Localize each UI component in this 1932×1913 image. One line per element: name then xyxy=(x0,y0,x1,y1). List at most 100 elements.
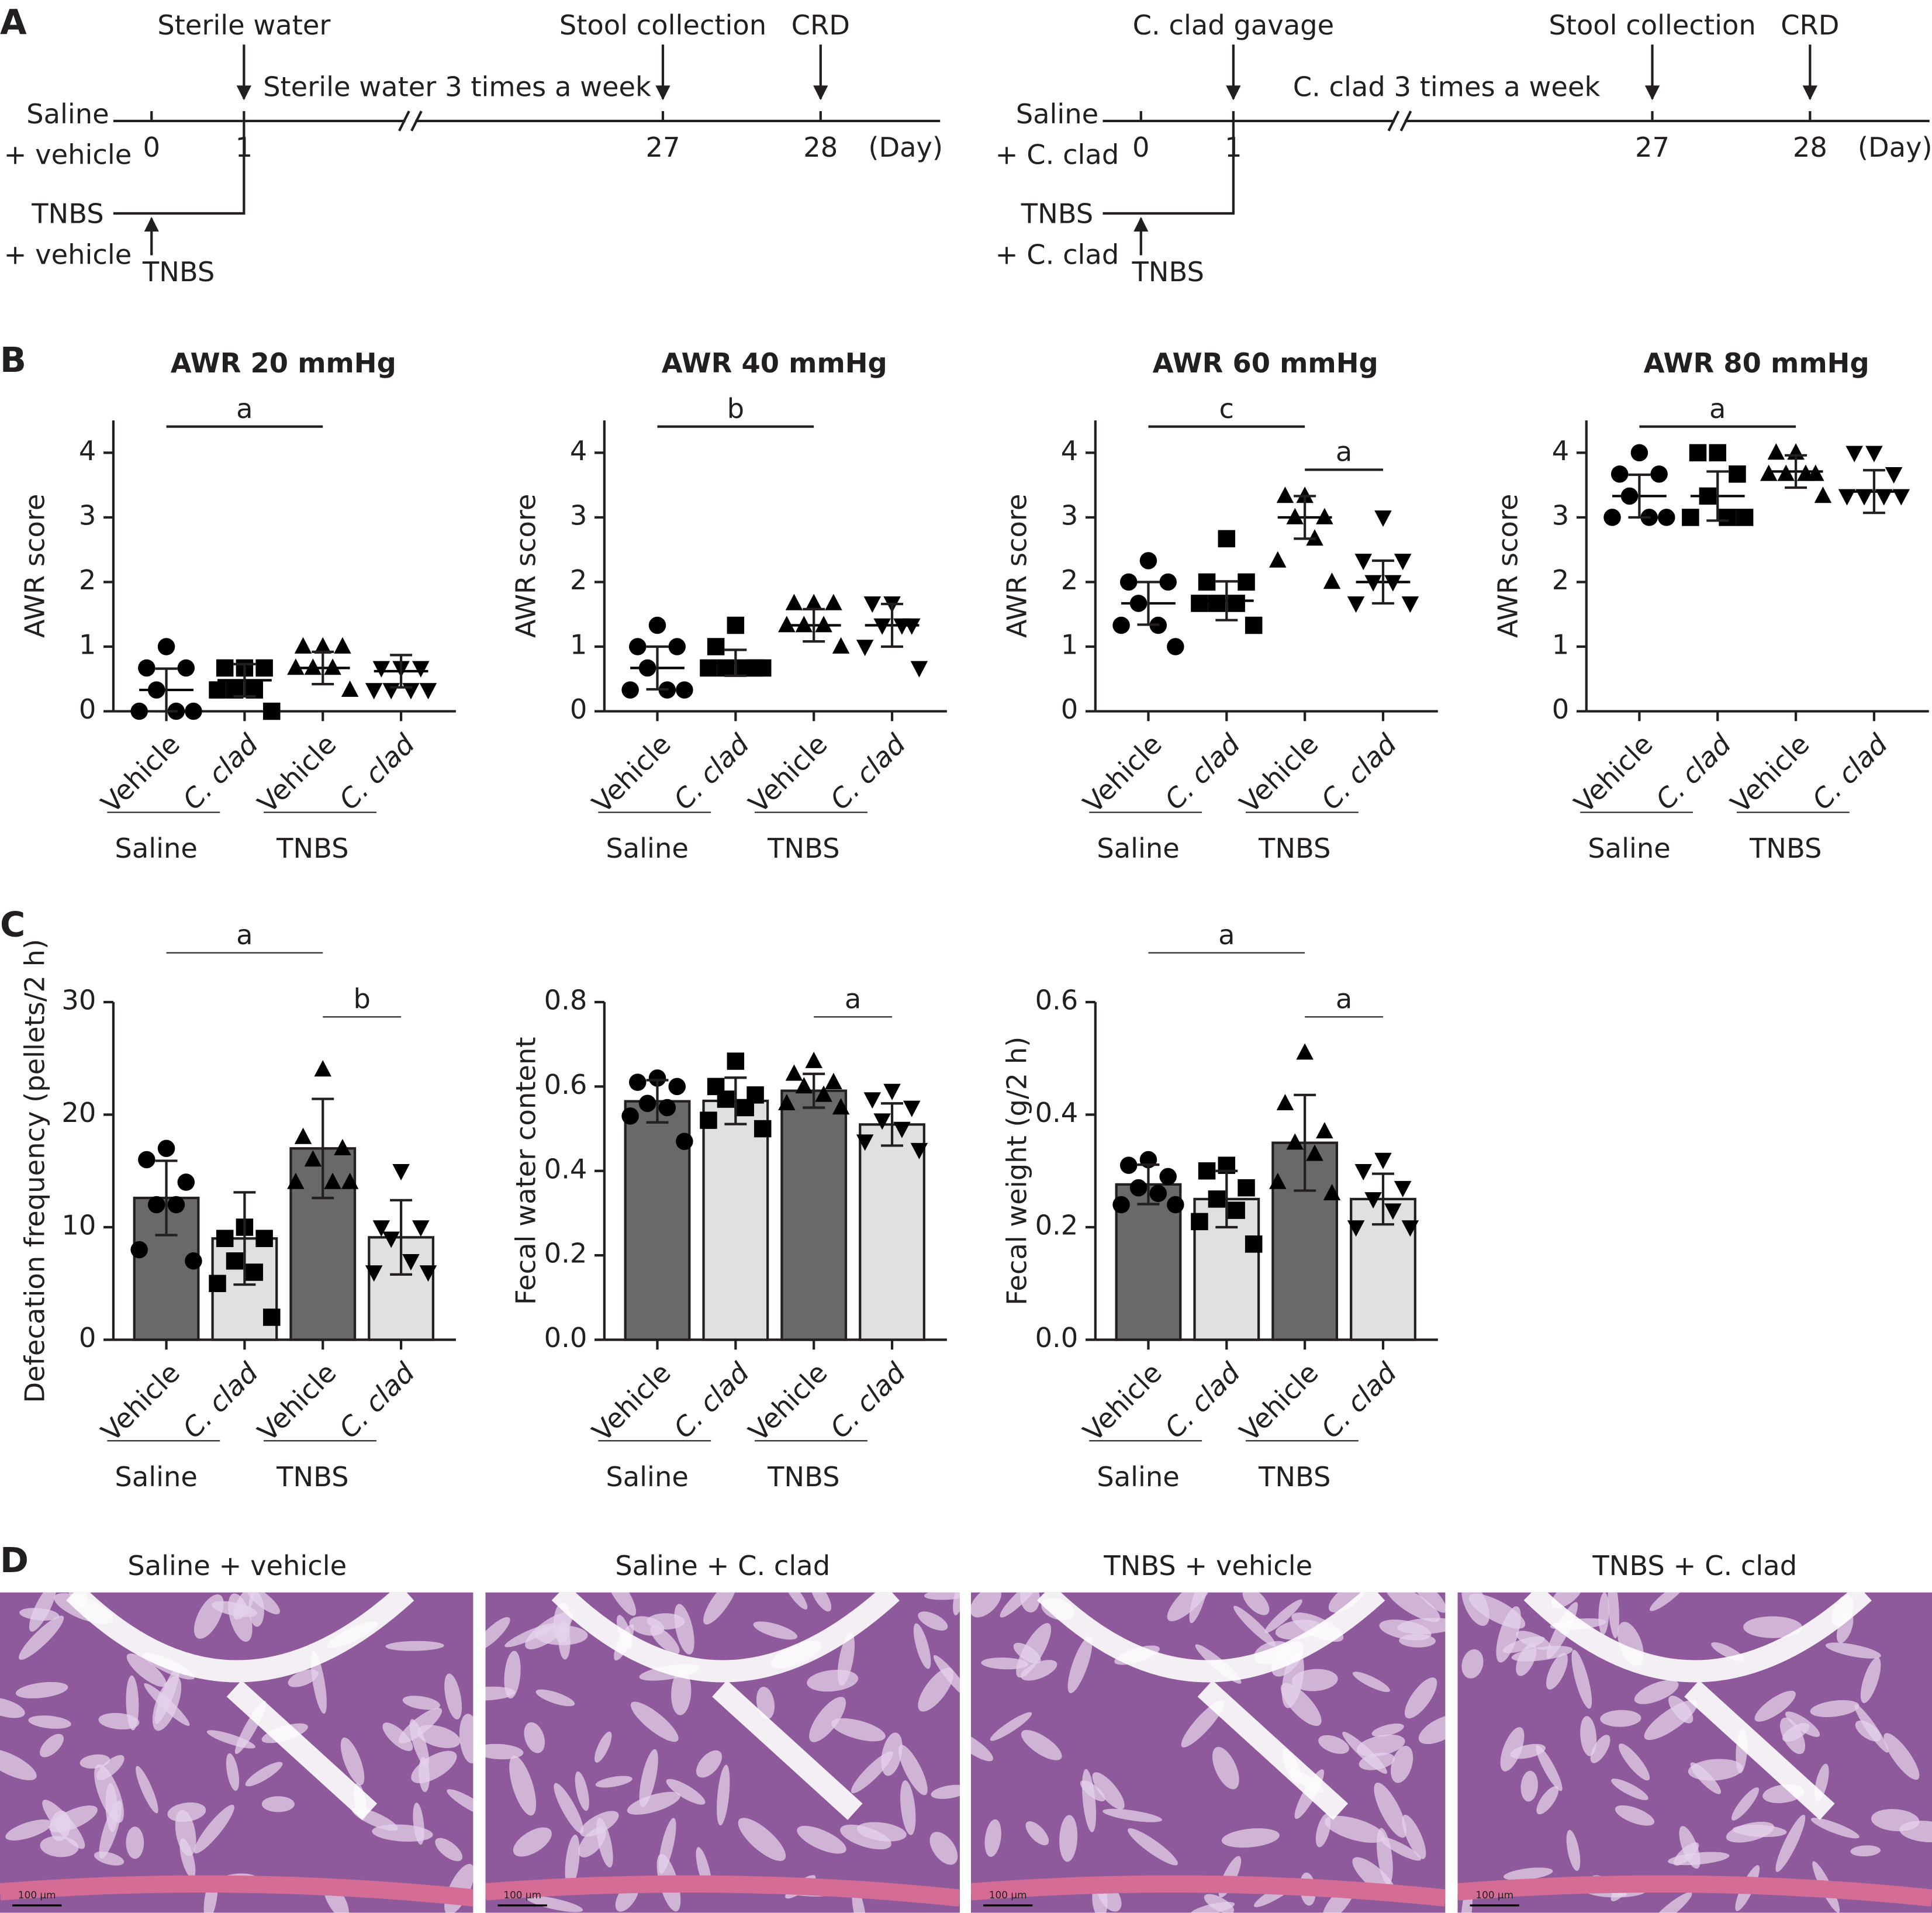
error-bar xyxy=(1215,1169,1238,1229)
lumen xyxy=(1037,1592,1385,1820)
data-point xyxy=(392,1163,410,1180)
group-label: + vehicle xyxy=(4,239,132,270)
data-point xyxy=(1245,616,1263,634)
data-point xyxy=(778,1094,796,1111)
crypt xyxy=(1810,1700,1860,1717)
crypt xyxy=(398,1707,443,1743)
crypt xyxy=(929,1832,958,1865)
data-point xyxy=(341,680,359,697)
data-point xyxy=(216,659,234,677)
crypt xyxy=(931,1784,960,1799)
group-label: Saline xyxy=(115,1461,198,1493)
scale-label: 100 μm xyxy=(503,1889,541,1901)
crypt xyxy=(233,1592,255,1620)
crypt xyxy=(40,1734,64,1757)
crypt xyxy=(918,1667,954,1712)
data-point xyxy=(287,1172,305,1189)
data-point xyxy=(1630,444,1648,462)
y-tick-label: 1 xyxy=(1061,629,1079,661)
error-bar xyxy=(646,645,669,691)
error-bar xyxy=(1785,454,1807,489)
crypt xyxy=(1324,1815,1385,1843)
data-point xyxy=(648,1069,666,1087)
error-bar xyxy=(1294,495,1316,540)
crypt xyxy=(1025,1821,1049,1846)
significance-label: a xyxy=(1218,919,1235,951)
data-point xyxy=(1208,1190,1226,1208)
crypt xyxy=(1731,1787,1760,1821)
error-bar xyxy=(803,1072,825,1109)
data-point xyxy=(778,616,796,633)
histology-image xyxy=(1457,1592,1932,1913)
x-tick-label: C. clad xyxy=(824,728,912,816)
x-tick-label: Vehicle xyxy=(742,1357,833,1448)
day-unit: (Day) xyxy=(868,132,943,163)
crypt xyxy=(80,1754,110,1769)
crypt xyxy=(1082,1769,1097,1832)
crypt xyxy=(1754,1690,1796,1722)
crypt xyxy=(1021,1660,1057,1681)
error-bar xyxy=(1372,559,1394,605)
data-point xyxy=(209,681,226,699)
data-point xyxy=(209,1275,226,1293)
data-point xyxy=(638,1094,656,1113)
data-point xyxy=(402,1254,420,1270)
crypt xyxy=(1374,1782,1406,1838)
data-point xyxy=(1374,510,1392,527)
data-point xyxy=(1228,595,1245,612)
event-label: Stool collection xyxy=(1549,9,1755,41)
x-tick-label: Vehicle xyxy=(1077,1357,1168,1448)
data-point xyxy=(910,1142,928,1159)
axis-break xyxy=(1387,111,1400,132)
data-point xyxy=(1286,1133,1304,1150)
crypt xyxy=(1189,1592,1210,1624)
data-point xyxy=(287,658,305,675)
crypt xyxy=(504,1650,521,1699)
data-point xyxy=(1323,1184,1341,1201)
data-point xyxy=(1198,573,1216,591)
error-bar xyxy=(881,602,904,648)
crypt xyxy=(990,1712,1032,1741)
data-point xyxy=(863,1092,882,1109)
data-point xyxy=(138,1151,155,1169)
crypt xyxy=(671,1669,692,1715)
data-point xyxy=(246,1263,264,1281)
x-tick-label: C. clad xyxy=(1159,1356,1246,1444)
data-point xyxy=(1401,1220,1419,1237)
data-point xyxy=(1159,573,1177,591)
crypt xyxy=(1883,1733,1920,1780)
error-bar xyxy=(233,1191,256,1286)
error-bar xyxy=(1137,581,1160,626)
crypt xyxy=(126,1675,139,1731)
y-axis-label: AWR score xyxy=(19,494,51,638)
data-point xyxy=(226,1252,244,1270)
data-point xyxy=(419,683,437,700)
error-bar xyxy=(1215,580,1238,621)
data-point xyxy=(1689,444,1707,462)
crypt xyxy=(1649,1592,1685,1611)
data-point xyxy=(334,1139,351,1156)
day-label: 27 xyxy=(645,132,680,163)
crypt xyxy=(1059,1815,1078,1862)
data-point xyxy=(255,1230,273,1248)
crypt xyxy=(1855,1720,1881,1742)
crypt xyxy=(881,1732,903,1776)
y-tick-label: 2 xyxy=(1552,564,1569,596)
data-point xyxy=(1323,572,1341,589)
crypt xyxy=(1516,1631,1551,1650)
event-label: C. clad gavage xyxy=(1133,9,1334,41)
crypt xyxy=(385,1641,444,1651)
data-point xyxy=(1306,1144,1323,1161)
data-point xyxy=(1208,595,1226,612)
crypt xyxy=(382,1722,413,1751)
y-axis-label: AWR score xyxy=(1492,494,1524,638)
bar xyxy=(702,1099,769,1341)
lumen xyxy=(66,1592,414,1820)
day-label: 28 xyxy=(1793,132,1827,163)
data-point xyxy=(621,1107,639,1125)
chart-title: AWR 60 mmHg xyxy=(1153,347,1378,379)
error-bar xyxy=(646,1079,669,1124)
error-bar xyxy=(724,648,747,677)
group-label: Saline xyxy=(115,833,198,864)
y-axis-label: Fecal weight (g/2 h) xyxy=(1001,1037,1033,1306)
